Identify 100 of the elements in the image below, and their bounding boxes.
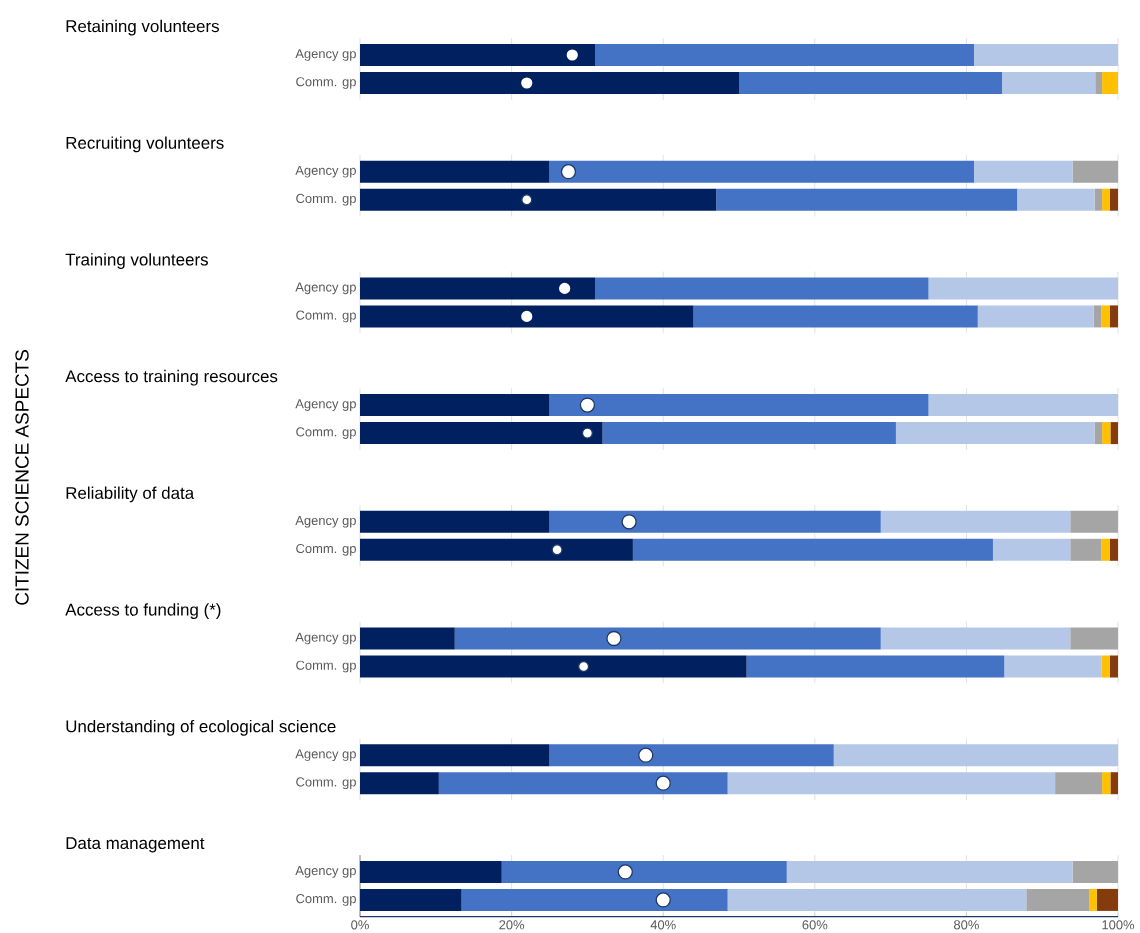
bar: [360, 305, 694, 328]
bar: [454, 627, 881, 650]
bar: [1072, 160, 1119, 183]
bar: [928, 277, 1119, 300]
bar: [977, 305, 1094, 328]
bar: [1110, 422, 1119, 445]
bar: [360, 277, 595, 300]
bar: [360, 861, 502, 884]
bar: [1002, 72, 1096, 95]
text: Understanding of ecological science: [66, 720, 336, 736]
y-tick-label: Agency gp: [295, 516, 356, 528]
bar: [693, 305, 978, 328]
y-tick-label: Agency gp: [295, 282, 356, 295]
y-tick-label: Comm. gp: [296, 660, 356, 673]
bar: [360, 744, 550, 767]
bar: [973, 160, 1073, 183]
bar: [1089, 889, 1097, 912]
bar: [360, 538, 633, 561]
bar: [727, 889, 1027, 912]
y-tick-label: Agency gp: [295, 866, 356, 878]
bar: [1070, 627, 1119, 650]
y-tick-label: Agency gp: [295, 166, 356, 178]
x-tick-label: 80%: [954, 920, 979, 930]
text: Recruiting volunteers: [66, 136, 224, 153]
bar: [438, 772, 728, 795]
y-tick-label: Comm. gp: [296, 77, 356, 90]
bar: [1109, 188, 1119, 211]
y-tick-label: Agency gp: [295, 632, 356, 645]
bar: [360, 422, 603, 445]
text: Reliability of data: [66, 486, 195, 503]
x-tick-label: 60%: [802, 920, 828, 930]
bar: [360, 72, 740, 95]
bar: [1102, 188, 1110, 211]
bar: [1102, 772, 1111, 795]
bar: [1102, 422, 1111, 445]
bar: [1102, 72, 1119, 95]
bar: [549, 394, 929, 417]
bar: [1093, 305, 1102, 328]
bar: [895, 422, 1095, 445]
bar: [880, 510, 1071, 533]
bar: [1101, 305, 1110, 328]
bar: [1004, 655, 1102, 678]
bar: [880, 627, 1071, 650]
bar: [992, 538, 1071, 561]
bar: [602, 422, 896, 445]
bar: [1095, 72, 1103, 95]
y-tick-label: Agency gp: [295, 749, 356, 762]
y-axis-title: CITIZEN SCIENCE ASPECTS: [15, 350, 29, 605]
bar: [360, 188, 717, 211]
bar: [461, 889, 728, 912]
bar: [833, 744, 1119, 767]
x-tick-label: 20%: [499, 920, 525, 930]
text: Retaining volunteers: [66, 19, 219, 36]
bar: [360, 510, 550, 533]
bar: [1101, 538, 1110, 561]
bar: [549, 160, 974, 183]
bar: [746, 655, 1005, 678]
y-tick-label: Comm. gp: [296, 193, 356, 206]
text: Training volunteers: [65, 253, 208, 270]
bar: [1094, 188, 1103, 211]
bar: [739, 72, 1003, 95]
text: Access to funding (*): [65, 603, 221, 620]
bar: [1096, 889, 1119, 912]
bar: [360, 627, 455, 650]
bar: [973, 44, 1119, 67]
bar: [1110, 772, 1119, 795]
y-tick-label: Comm. gp: [296, 777, 356, 790]
bar: [594, 277, 929, 300]
bar: [360, 160, 550, 183]
bar: [632, 538, 993, 561]
y-tick-label: Comm. gp: [296, 310, 356, 323]
y-tick-label: Comm. gp: [296, 544, 356, 556]
bar: [501, 861, 787, 884]
bar: [928, 394, 1119, 417]
y-tick-label: Comm. gp: [296, 427, 356, 440]
bar: [1094, 422, 1103, 445]
x-tick-label: 40%: [650, 920, 676, 930]
bar: [360, 772, 439, 795]
bar: [549, 510, 881, 533]
bar: [549, 744, 834, 767]
bar: [1070, 510, 1119, 533]
bar: [360, 889, 462, 912]
bar: [1109, 305, 1119, 328]
text: Access to training resources: [65, 369, 278, 386]
bar: [1055, 772, 1103, 795]
y-tick-label: Agency gp: [295, 49, 356, 61]
bar: [716, 188, 1018, 211]
y-tick-label: Comm. gp: [296, 894, 356, 906]
bar: [1017, 188, 1095, 211]
bar: [1026, 889, 1090, 912]
bar: [1109, 538, 1119, 561]
bar: [727, 772, 1056, 795]
text: Data management: [66, 837, 205, 853]
y-tick-label: Agency gp: [295, 399, 356, 412]
bar: [1070, 538, 1102, 561]
bar: [360, 44, 595, 67]
bar: [594, 44, 974, 67]
bar: [360, 394, 550, 417]
bar: [1101, 655, 1110, 678]
bar: [786, 861, 1073, 884]
